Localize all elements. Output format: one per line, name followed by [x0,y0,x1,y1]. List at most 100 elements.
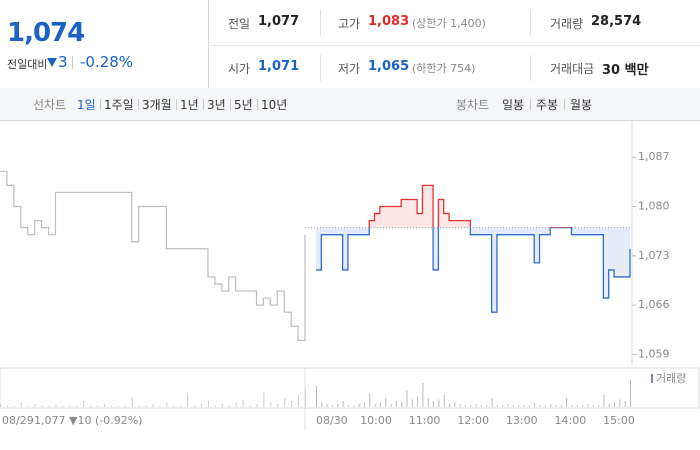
prev-price-line [0,170,306,341]
area-down [316,227,630,313]
period-option[interactable]: 1년 [180,98,199,112]
toolbar-label: 선차트 [33,98,67,112]
volume-legend: 거래량 [656,372,686,385]
stat-value: 1,077 [258,14,300,29]
volume-bar [326,404,328,407]
volume-bar [48,405,50,407]
volume-bar [486,405,488,407]
volume-bar [406,390,408,407]
x-tick-label: 14:00 [555,414,587,427]
volume-bar [353,405,355,407]
divider [208,0,209,88]
volume-bar [608,404,610,407]
volume-bar [534,402,536,407]
volume-bar [249,405,251,407]
volume-bar [187,393,189,407]
volume-bar [369,393,371,407]
volume-bar [214,405,216,407]
period-option[interactable]: 3개월 [142,98,172,112]
y-tick-label: 1,087 [638,150,670,163]
divider [208,45,700,46]
separator [138,99,139,110]
volume-bar [62,405,64,407]
quote-header: 1,074 전일대비 3 -0.28% 전일 1,077 고가 1,083 (상한가 1… [0,0,700,89]
period-option[interactable]: 5년 [234,98,253,112]
volume-bar [145,405,147,407]
volume-bar [270,402,272,407]
volume-bar [166,402,168,407]
volume-bar [131,398,133,407]
volume-bar [180,405,182,407]
volume-bar [539,405,541,407]
stat-note: (하한가 754) [412,62,476,75]
separator [564,99,565,110]
volume-bar [124,405,126,407]
volume-bar [374,404,376,407]
volume-bar [173,405,175,407]
volume-bar [228,405,230,407]
volume-bar [454,402,456,407]
divider [320,10,321,36]
volume-bar [256,404,258,407]
period-option[interactable]: 10년 [261,98,288,112]
separator [530,99,531,110]
stat-value: 1,071 [258,59,300,74]
divider [320,55,321,81]
volume-bar [480,405,482,407]
divider [530,55,531,81]
volume-bar [491,398,493,407]
separator [203,99,204,110]
volume-bar [298,395,300,407]
area-up [316,185,630,228]
period-option[interactable]: 1일 [77,98,96,112]
volume-bar [316,386,317,407]
period-option[interactable]: 3년 [207,98,226,112]
volume-bar [263,392,265,407]
separator [230,99,231,110]
volume-bar [422,383,424,407]
volume-bar [117,405,119,407]
candle-option[interactable]: 일봉 [502,98,525,112]
volume-bar [207,401,209,407]
volume-bar [34,404,36,407]
volume-bar [291,401,293,407]
price-line-up [368,184,573,228]
divider [530,10,531,36]
volume-bar [528,405,530,407]
volume-bar [571,405,573,407]
volume-bar [277,404,279,407]
volume-bar [465,405,467,407]
volume-bar [284,398,286,407]
volume-bar [560,405,562,407]
volume-bar [438,399,440,407]
volume-bar [97,405,99,407]
stat-value: 30 백만 [602,63,649,78]
volume-bar [619,399,621,407]
volume-bar [496,405,498,407]
volume-bar [401,402,403,407]
legend-swatch [651,374,653,383]
volume-bar [379,402,381,407]
x-tick-label: 15:00 [603,414,635,427]
volume-bar [347,405,349,407]
volume-bar [427,398,429,407]
candle-option[interactable]: 월봉 [570,98,593,112]
stat-label: 고가 [338,17,361,31]
volume-bar [417,396,419,407]
volume-bar [433,401,435,407]
period-option[interactable]: 1주일 [104,98,134,112]
volume-pane [0,367,700,409]
separator [100,99,101,110]
volume-bar [598,405,600,407]
stat-value: 1,065 [368,59,410,74]
volume-bar [221,404,223,407]
volume-bar [90,405,92,407]
stat-label: 시가 [228,62,251,76]
volume-bar [235,402,237,407]
price-line-down [316,227,631,313]
volume-bar [242,399,244,407]
candle-option[interactable]: 주봉 [536,98,559,112]
volume-bar [363,402,365,407]
stat-label: 거래량 [550,17,584,31]
